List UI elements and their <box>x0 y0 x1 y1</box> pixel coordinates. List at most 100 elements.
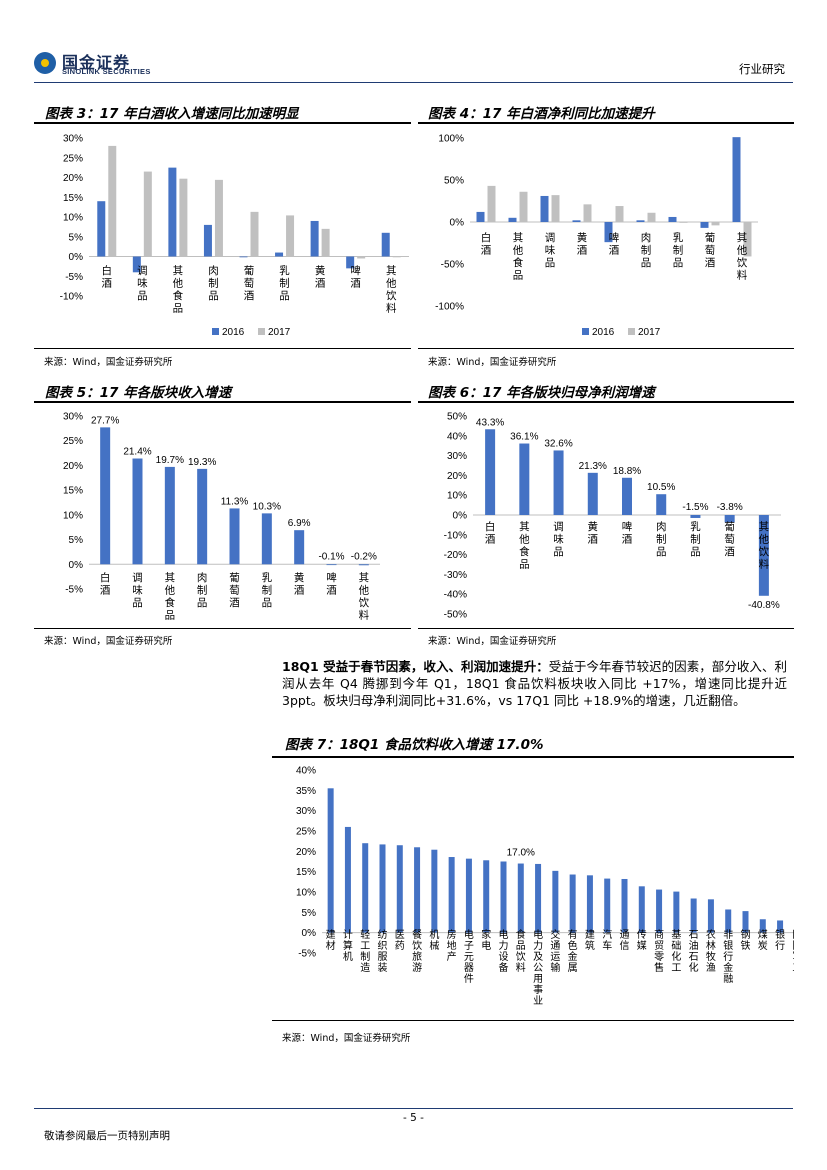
fig7-ytick: 0% <box>302 928 317 939</box>
fig3-bar-2017 <box>250 211 259 257</box>
fig4-legend-label: 2017 <box>638 327 661 338</box>
fig6-ytick: 0% <box>453 511 468 522</box>
fig7-category-label: 银行 <box>775 928 785 952</box>
fig4-category-label: 白酒 <box>481 231 492 257</box>
fig3-category-label: 乳制品 <box>279 264 290 302</box>
fig3-category-label: 其他饮料 <box>386 265 397 315</box>
fig7-bar-value <box>414 847 421 933</box>
fig4-category-label: 调味品 <box>545 232 556 269</box>
fig6-bar-value <box>656 494 667 515</box>
fig5-ytick: 15% <box>63 486 83 497</box>
fig3-bar-2016 <box>132 256 141 273</box>
fig6-data-label: 18.8% <box>613 466 641 477</box>
fig3-ytick: 20% <box>63 173 83 184</box>
fig4-bottom-rule <box>418 348 794 349</box>
fig5-data-label: 6.9% <box>288 518 311 529</box>
fig4-bar-2016 <box>732 137 741 222</box>
fig7-ytick: 30% <box>296 806 316 817</box>
fig7-bar-value <box>344 826 351 933</box>
fig7-bar-value <box>465 858 472 933</box>
fig3-bar-2017 <box>286 215 295 257</box>
fig5-ytick: 10% <box>63 510 83 521</box>
fig3-ytick: 0% <box>69 252 84 263</box>
fig5-data-label: 19.7% <box>156 455 184 466</box>
fig3-bar-2016 <box>97 201 106 257</box>
fig7-bar-value <box>448 857 455 933</box>
fig3-legend-label: 2017 <box>268 327 291 338</box>
fig5-ytick: 5% <box>69 535 84 546</box>
fig4-category-label: 其他饮料 <box>737 232 748 282</box>
fig5-bar-value <box>197 468 208 565</box>
fig7-ytick: 20% <box>296 847 316 858</box>
fig4-category-label: 肉制品 <box>641 231 652 269</box>
fig6-ytick: 30% <box>447 451 467 462</box>
fig3-bar-2016 <box>310 220 319 257</box>
fig7-category-label: 机械 <box>429 928 439 952</box>
fig3-bar-2016 <box>381 232 390 257</box>
fig4-bar-2016 <box>476 211 485 222</box>
fig4-category-label: 其他食品 <box>513 232 524 282</box>
fig3-ytick: -10% <box>60 292 83 303</box>
fig4-ytick: 100% <box>438 134 464 145</box>
fig7-source: 来源：Wind，国金证券研究所 <box>282 1033 411 1044</box>
fig5-category-label: 其他食品 <box>165 572 176 622</box>
fig5-bar-value <box>261 513 272 565</box>
fig3-category-label: 肉制品 <box>208 264 219 302</box>
fig3-bar-2016 <box>239 256 248 258</box>
fig7-category-label: 石油石化 <box>689 930 699 974</box>
fig3-category-label: 葡萄酒 <box>244 264 255 302</box>
fig3-legend-swatch <box>258 328 265 335</box>
fig5-bar-value <box>164 466 175 565</box>
fig4-bar-2016 <box>668 216 677 222</box>
fig6-bar-value <box>587 472 598 515</box>
fig4-bar-2017 <box>647 212 656 222</box>
fig7-category-label: 基础化工 <box>671 928 681 974</box>
fig4-title: 图表 4：17 年白酒净利同比加速提升 <box>428 106 655 122</box>
fig6-bar-value <box>485 429 496 515</box>
fig3-legend-swatch <box>212 328 219 335</box>
fig6-category-label: 调味品 <box>553 521 564 558</box>
fig6-ytick: 20% <box>447 471 467 482</box>
fig3-ytick: 5% <box>69 232 84 243</box>
fig7-category-label: 轻工制造 <box>360 928 370 974</box>
fig3-ytick: 30% <box>63 134 83 145</box>
fig3-bar-2017 <box>321 228 330 257</box>
fig6-title-rule <box>418 401 794 403</box>
paragraph-lead: 18Q1 受益于春节因素，收入、利润加速提升： <box>282 659 549 674</box>
fig3-title: 图表 3：17 年白酒收入增速同比加速明显 <box>45 106 299 122</box>
fig4-source: 来源：Wind，国金证券研究所 <box>428 357 557 368</box>
fig7-bar-value <box>569 874 576 933</box>
paragraph-body: 受益于今年春节较迟的因素，部分收入、利润从去年 Q4 腾挪到今年 Q1，18Q1… <box>282 659 787 708</box>
fig3-bar-2017 <box>108 145 117 257</box>
fig7-bar-value <box>500 861 507 933</box>
fig7-bar-value <box>759 919 766 933</box>
fig5-bottom-rule <box>34 628 411 629</box>
fig3-bar-2017 <box>214 179 223 257</box>
fig7-bar-value <box>362 843 369 933</box>
fig3-bottom-rule <box>34 348 411 349</box>
fig7-category-label: 商贸零售 <box>654 928 664 974</box>
fig5-data-label: -0.2% <box>351 551 377 562</box>
fig6-bar-value <box>519 443 530 515</box>
fig5-category-label: 啤酒 <box>326 572 337 597</box>
fig6-ytick: -50% <box>444 610 467 621</box>
fig4-bar-2017 <box>743 222 752 257</box>
fig6-title: 图表 6：17 年各版块归母净利润增速 <box>428 385 655 401</box>
fig4-bar-2017 <box>519 191 528 222</box>
fig5-title-rule <box>34 401 411 403</box>
fig6-category-label: 白酒 <box>485 520 496 546</box>
fig5-bar-value <box>100 427 111 565</box>
fig3-bar-2016 <box>168 167 177 257</box>
fig6-data-label: -1.5% <box>682 502 708 513</box>
fig6-category-label: 黄酒 <box>588 520 599 546</box>
fig6-ytick: 50% <box>447 412 467 423</box>
fig6-data-label: -40.8% <box>748 600 780 611</box>
fig7-category-label: 汽车 <box>602 928 612 952</box>
fig7-bar-value <box>690 898 697 933</box>
fig4-category-label: 啤酒 <box>609 232 620 257</box>
fig7-bar-value <box>379 844 386 933</box>
fig6-ytick: 10% <box>447 491 467 502</box>
fig5-category-label: 黄酒 <box>294 571 305 597</box>
fig7-ytick: 40% <box>296 766 316 777</box>
fig5-ytick: 20% <box>63 461 83 472</box>
